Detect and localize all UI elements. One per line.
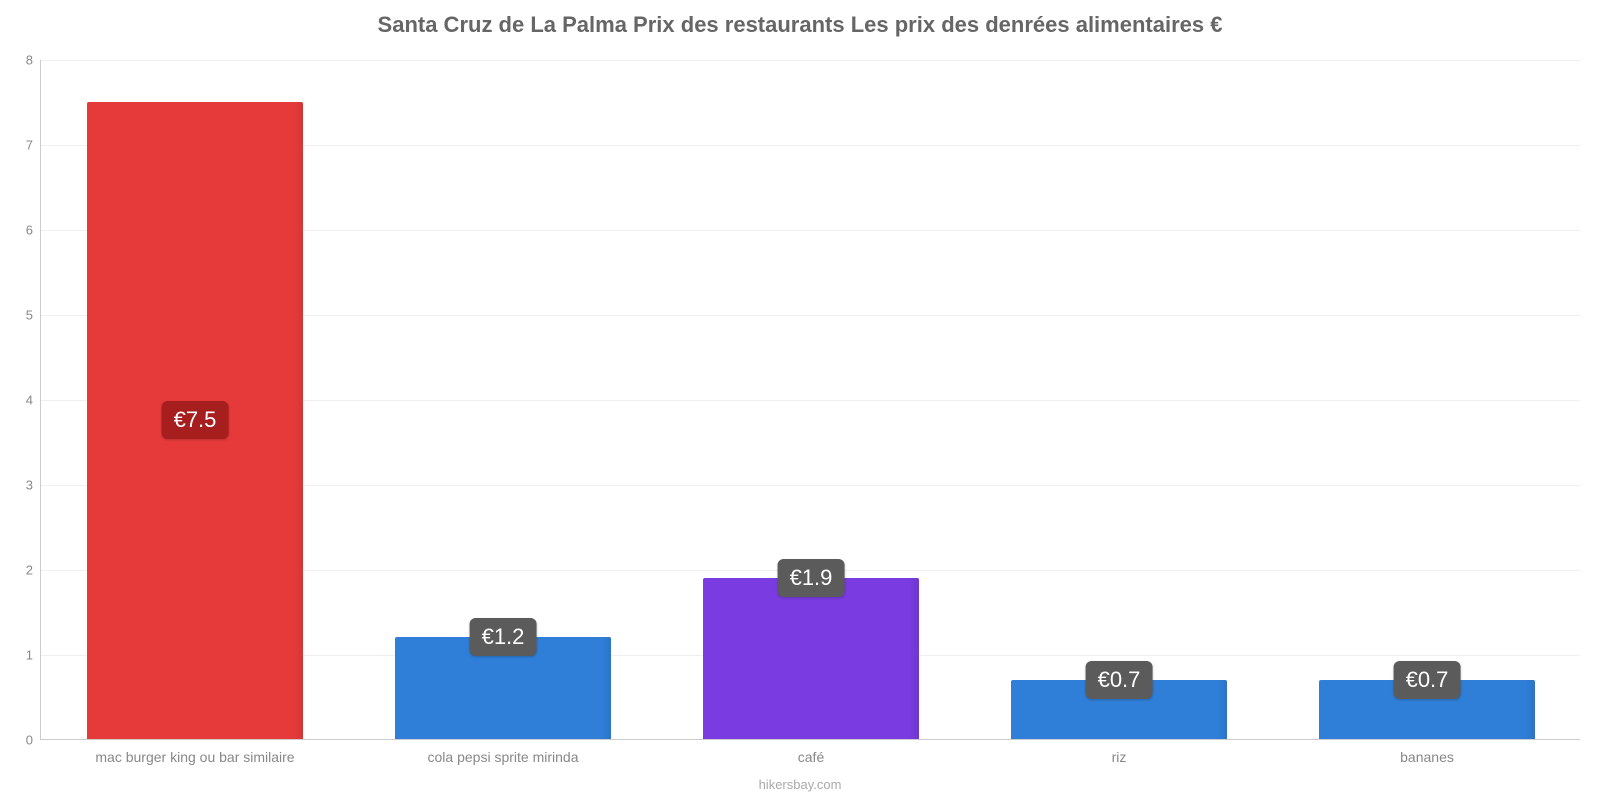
bar: €1.9: [703, 578, 919, 740]
y-tick-label: 0: [26, 733, 41, 748]
value-badge: €0.7: [1394, 661, 1461, 699]
bar-group: €0.7bananes: [1273, 680, 1581, 740]
y-tick-label: 6: [26, 223, 41, 238]
y-tick-label: 8: [26, 53, 41, 68]
x-tick-label: riz: [1112, 739, 1127, 765]
value-badge: €0.7: [1086, 661, 1153, 699]
y-tick-label: 3: [26, 478, 41, 493]
value-badge: €7.5: [162, 401, 229, 439]
y-tick-label: 2: [26, 563, 41, 578]
chart-title: Santa Cruz de La Palma Prix des restaura…: [0, 12, 1600, 38]
value-badge: €1.9: [778, 559, 845, 597]
plot-area: 012345678€7.5mac burger king ou bar simi…: [40, 60, 1580, 740]
x-tick-label: cola pepsi sprite mirinda: [428, 739, 579, 765]
y-tick-label: 5: [26, 308, 41, 323]
attribution-text: hikersbay.com: [0, 777, 1600, 792]
price-bar-chart: Santa Cruz de La Palma Prix des restaura…: [0, 0, 1600, 800]
value-badge: €1.2: [470, 618, 537, 656]
x-tick-label: bananes: [1400, 739, 1454, 765]
x-tick-label: mac burger king ou bar similaire: [95, 739, 294, 765]
bar-group: €7.5mac burger king ou bar similaire: [41, 102, 349, 740]
gridline: [41, 60, 1580, 61]
bar-group: €0.7riz: [965, 680, 1273, 740]
bar: €7.5: [87, 102, 303, 740]
bar: €1.2: [395, 637, 611, 739]
bar: €0.7: [1011, 680, 1227, 740]
y-tick-label: 7: [26, 138, 41, 153]
bar-group: €1.2cola pepsi sprite mirinda: [349, 637, 657, 739]
y-tick-label: 4: [26, 393, 41, 408]
bar: €0.7: [1319, 680, 1535, 740]
x-tick-label: café: [798, 739, 824, 765]
bar-group: €1.9café: [657, 578, 965, 740]
y-tick-label: 1: [26, 648, 41, 663]
